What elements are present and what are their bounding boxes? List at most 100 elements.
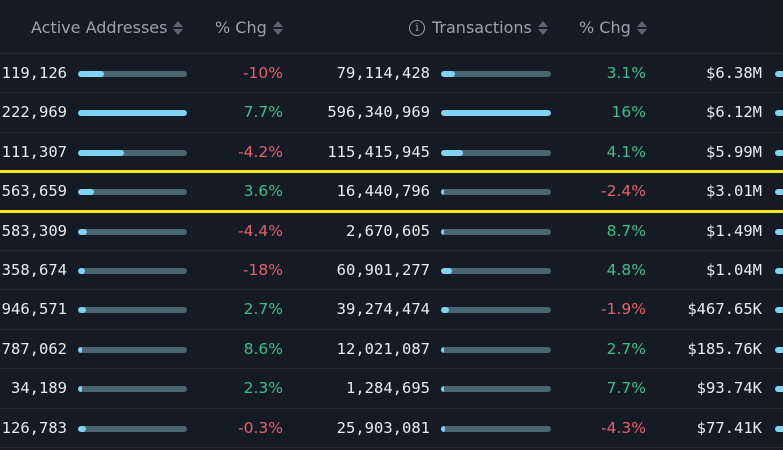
table-row[interactable]: 111,307 -4.2% 115,415,945 4.1% $5.99M [0,133,783,173]
column-header-transactions[interactable]: i Transactions [409,18,548,37]
active-addresses-change: -4.2% [238,142,283,161]
value-amount: $93.74K [696,379,762,398]
header-label: % Chg [215,18,267,37]
active-addresses-value: 563,659 [1,182,67,201]
transactions-bar [441,425,551,432]
active-addresses-bar [78,386,187,393]
header-label: Transactions [432,18,532,37]
value-bar [775,425,783,432]
active-addresses-change: -4.4% [238,221,283,240]
transactions-change: 7.7% [606,379,646,398]
table-row[interactable]: 34,189 2.3% 1,284,695 7.7% $93.74K [0,369,783,409]
highlight-border [0,210,783,214]
value-bar [775,149,783,156]
value-bar [775,346,783,353]
active-addresses-change: 7.7% [243,103,283,122]
transactions-change: 4.1% [606,142,646,161]
transactions-bar [441,268,551,274]
active-addresses-value: 222,969 [1,103,67,122]
column-header-pct-chg-transactions[interactable]: % Chg [579,18,647,37]
value-amount: $1.49M [706,221,762,240]
table-row[interactable]: 358,674 -18% 60,901,277 4.8% $1.04M [0,251,783,291]
table-row[interactable]: 787,062 8.6% 12,021,087 2.7% $185.76K [0,330,783,370]
transactions-change: 2.7% [606,339,646,358]
transactions-value: 12,021,087 [336,339,430,358]
transactions-bar [441,71,551,77]
value-bar [775,71,783,77]
sort-icon[interactable] [636,20,647,35]
sort-icon[interactable] [537,20,548,35]
active-addresses-change: -18% [242,261,283,279]
transactions-bar [441,228,551,235]
column-header-pct-chg-addresses[interactable]: % Chg [215,18,283,37]
transactions-value: 16,440,796 [336,182,430,201]
sort-icon[interactable] [272,20,283,35]
transactions-change: -4.3% [601,418,646,437]
transactions-value: 25,903,081 [336,418,430,437]
table-row[interactable]: 946,571 2.7% 39,274,474 -1.9% $467.65K [0,290,783,330]
active-addresses-change: -0.3% [238,418,283,437]
table-row[interactable]: 222,969 7.7% 596,340,969 16% $6.12M [0,93,783,133]
info-icon[interactable]: i [409,19,425,36]
transactions-bar [441,189,551,196]
transactions-bar [441,346,551,353]
value-bar [775,110,783,117]
transactions-value: 60,901,277 [336,261,430,279]
sort-icon[interactable] [173,20,184,35]
active-addresses-value: 946,571 [1,300,67,319]
transactions-change: -1.9% [601,300,646,319]
active-addresses-value: 358,674 [1,261,67,279]
table-row[interactable]: 583,309 -4.4% 2,670,605 8.7% $1.49M [0,212,783,251]
table-row[interactable]: 563,659 3.6% 16,440,796 -2.4% $3.01M [0,172,783,212]
value-bar [775,228,783,235]
value-amount: $3.01M [706,182,762,201]
transactions-bar [441,386,551,393]
transactions-value: 2,670,605 [346,221,430,240]
transactions-value: 39,274,474 [336,300,430,319]
transactions-value: 596,340,969 [327,103,430,122]
value-amount: $185.76K [687,339,762,358]
active-addresses-bar [78,71,187,77]
active-addresses-value: 126,783 [1,418,67,437]
transactions-change: 4.8% [606,261,646,279]
active-addresses-bar [78,189,187,196]
active-addresses-change: 2.7% [243,300,283,319]
active-addresses-bar [78,307,187,314]
table-header: Active Addresses % Chg i Transactions % C… [0,0,783,54]
active-addresses-bar [78,110,187,117]
active-addresses-bar [78,149,187,156]
value-amount: $6.12M [706,103,762,122]
active-addresses-value: 111,307 [1,142,67,161]
transactions-bar [441,110,551,117]
value-amount: $5.99M [706,142,762,161]
active-addresses-bar [78,268,187,274]
transactions-value: 79,114,428 [336,64,430,82]
transactions-value: 1,284,695 [346,379,430,398]
transactions-change: 3.1% [606,64,646,82]
active-addresses-value: 787,062 [1,339,67,358]
transactions-change: 8.7% [606,221,646,240]
value-amount: $467.65K [687,300,762,319]
active-addresses-bar [78,425,187,432]
table-row[interactable]: 119,126 -10% 79,114,428 3.1% $6.38M [0,54,783,94]
transactions-change: -2.4% [601,182,646,201]
column-header-active-addresses[interactable]: Active Addresses [31,18,184,37]
table-row[interactable]: 126,783 -0.3% 25,903,081 -4.3% $77.41K [0,409,783,448]
transactions-bar [441,307,551,314]
value-bar [775,268,783,274]
value-bar [775,189,783,196]
active-addresses-value: 34,189 [11,379,67,398]
active-addresses-value: 583,309 [1,221,67,240]
active-addresses-bar [78,228,187,235]
value-bar [775,307,783,314]
active-addresses-change: 2.3% [243,379,283,398]
header-label: % Chg [579,18,631,37]
value-bar [775,386,783,393]
value-amount: $77.41K [696,418,762,437]
active-addresses-change: 8.6% [243,339,283,358]
active-addresses-bar [78,346,187,353]
active-addresses-change: 3.6% [243,182,283,201]
active-addresses-value: 119,126 [1,64,67,82]
transactions-change: 16% [611,103,646,122]
